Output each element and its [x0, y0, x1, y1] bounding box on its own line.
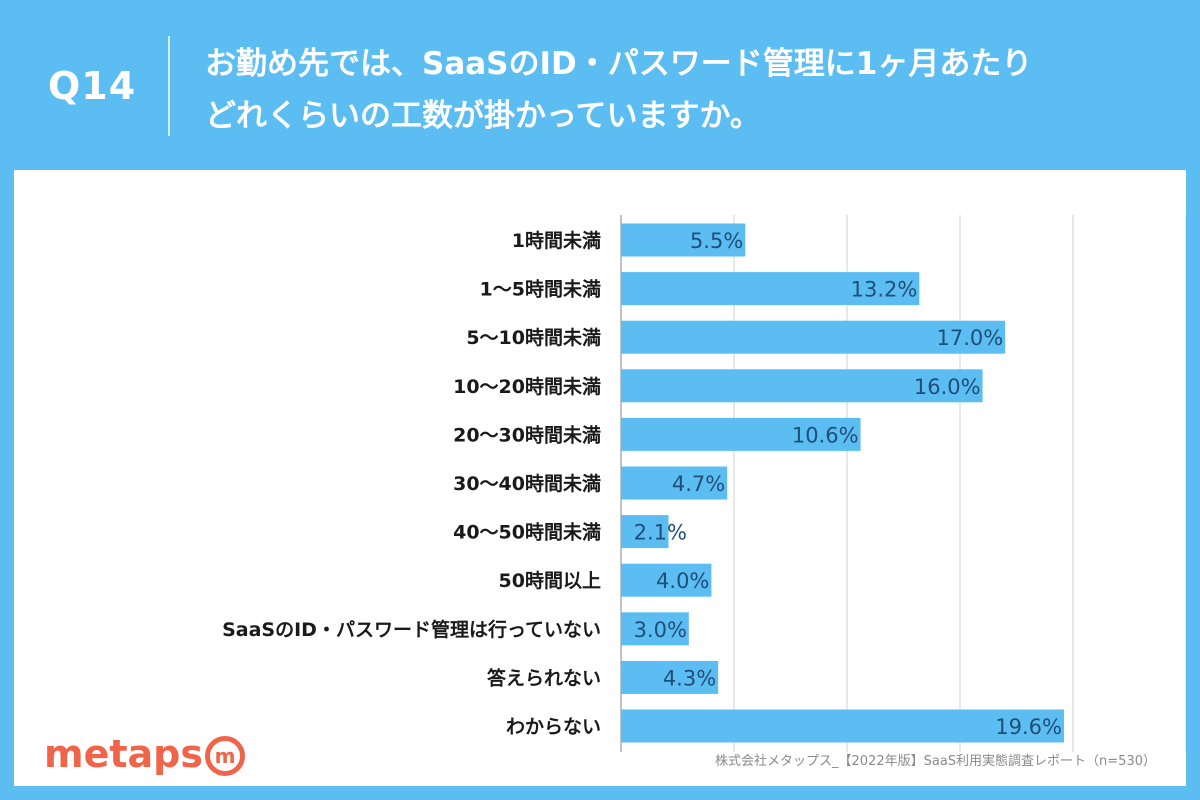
header-divider	[168, 36, 170, 136]
category-label: 20〜30時間未満	[453, 423, 601, 446]
data-label: 3.0%	[634, 618, 687, 642]
bar	[621, 369, 983, 403]
category-label: 30〜40時間未満	[453, 472, 601, 495]
brand-logo: metaps m	[44, 732, 245, 776]
question-number: Q14	[48, 64, 137, 108]
category-label: 1時間未満	[512, 229, 601, 252]
data-label: 4.7%	[672, 472, 725, 496]
bar	[621, 709, 1064, 743]
data-label: 10.6%	[792, 423, 859, 447]
header: Q14 お勤め先では、SaaSのID・パスワード管理に1ヶ月あたり どれくらいの…	[0, 0, 1200, 170]
bar-chart: 1時間未満 5.5% 1〜5時間未満 13.2% 5〜10時間未満 17.0% 10〜20時…	[222, 215, 1186, 752]
page-title: お勤め先では、SaaSのID・パスワード管理に1ヶ月あたり どれくらいの工数が掛…	[205, 38, 1165, 142]
data-label: 2.1%	[634, 521, 687, 545]
data-label: 4.3%	[663, 666, 716, 690]
bar	[621, 223, 746, 257]
bar	[621, 515, 669, 549]
data-label: 5.5%	[690, 229, 743, 253]
category-label: わからない	[506, 716, 601, 738]
category-label: 1〜5時間未満	[480, 278, 601, 301]
brand-m-icon: m	[205, 736, 245, 776]
source-note: 株式会社メタップス_【2022年版】SaaS利用実態調査レポート（n=530）	[715, 754, 1156, 769]
category-label: 答えられない	[487, 666, 601, 689]
category-label: 10〜20時間未満	[453, 375, 601, 398]
bar	[621, 417, 861, 451]
bar	[621, 563, 712, 597]
bar	[621, 612, 689, 646]
data-label: 4.0%	[656, 569, 709, 593]
bar	[621, 466, 728, 500]
bar	[621, 660, 719, 694]
brand-name: metaps	[44, 732, 203, 776]
category-label: 5〜10時間未満	[466, 326, 601, 349]
data-label: 13.2%	[851, 278, 918, 302]
title-line-1: お勤め先では、SaaSのID・パスワード管理に1ヶ月あたり	[205, 46, 1033, 82]
data-label: 19.6%	[995, 715, 1062, 739]
data-label: 17.0%	[936, 326, 1003, 350]
category-label: 50時間以上	[499, 570, 601, 592]
category-label: 40〜50時間未満	[453, 521, 601, 544]
title-line-2: どれくらいの工数が掛かっていますか。	[205, 98, 761, 134]
data-label: 16.0%	[914, 375, 981, 399]
chart-panel: 1時間未満 5.5% 1〜5時間未満 13.2% 5〜10時間未満 17.0% 10〜20時…	[14, 170, 1186, 786]
bar	[621, 320, 1006, 354]
category-label: SaaSのID・パスワード管理は行っていない	[222, 618, 601, 641]
bar	[621, 272, 920, 306]
